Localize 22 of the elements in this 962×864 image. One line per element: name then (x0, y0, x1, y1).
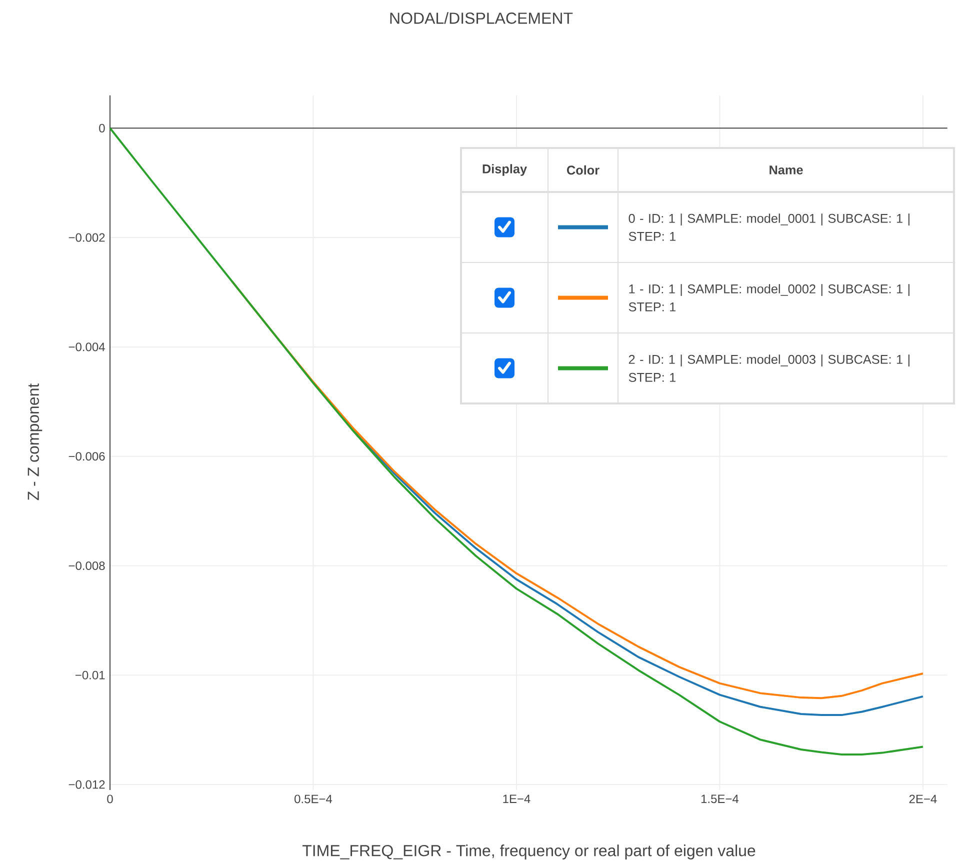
line-series (109, 127, 924, 756)
y-tick-label: 0 (99, 124, 105, 132)
y-tick-label: −0.008 (68, 561, 105, 570)
y-axis-title: Z - Z component (28, 383, 42, 500)
x-tick-label: 0 (107, 794, 113, 804)
y-tick-label: −0.01 (76, 670, 105, 680)
annotation: Color (567, 165, 600, 175)
legend-label: 0 - ID: 1 | SAMPLE: model_0001 | SUBCASE: 1 | STEP: 1 (628, 214, 910, 241)
chart-title: NODAL/DISPLACEMENT (390, 12, 573, 24)
y-tick-label: −0.006 (68, 452, 105, 461)
x-axis-title: TIME_FREQ_EIGR - Time, frequency or real part of eigen value (302, 844, 756, 860)
x-tick-label: 0.5E−4 (294, 794, 332, 804)
x-tick-label: 2E−4 (909, 794, 937, 804)
x-tick-label: 1E−4 (503, 794, 530, 803)
x-tick-label: 1.5E−4 (701, 794, 739, 804)
annotation: Name (770, 166, 803, 174)
annotation: Display (482, 164, 527, 176)
legend-label: 2 - ID: 1 | SAMPLE: model_0003 | SUBCASE: 1 | STEP: 1 (628, 354, 910, 382)
y-tick-label: −0.004 (68, 342, 105, 352)
y-tick-label: −0.002 (68, 233, 105, 242)
y-tick-label: −0.012 (68, 780, 105, 789)
legend-label: 1 - ID: 1 | SAMPLE: model_0002 | SUBCASE: 1 | STEP: 1 (628, 284, 910, 312)
